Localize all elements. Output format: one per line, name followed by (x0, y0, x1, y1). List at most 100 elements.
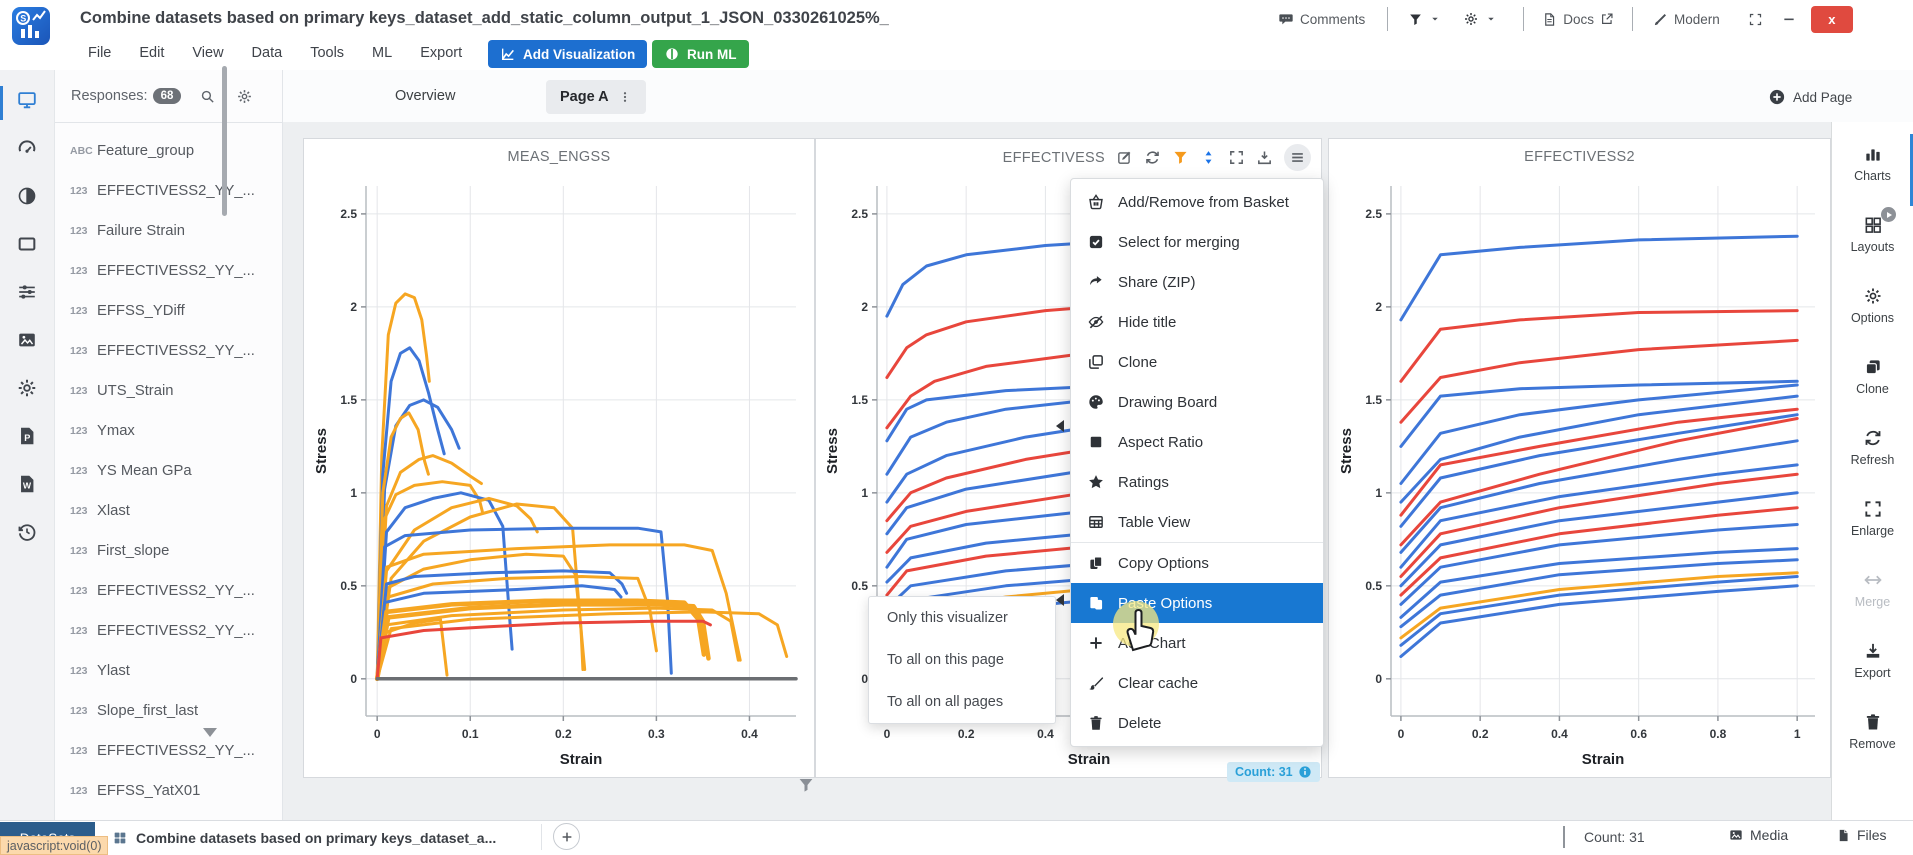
field-item[interactable]: 123 EFFECTIVESS2_YY_... (55, 171, 282, 211)
menu-item[interactable]: File (88, 45, 112, 61)
close-button[interactable]: x (1810, 5, 1853, 33)
menu-item[interactable]: Export (420, 45, 463, 61)
rail-item[interactable] (16, 232, 39, 255)
sidebar-tool[interactable]: Options (1832, 280, 1913, 351)
menu-item[interactable]: ML (372, 45, 393, 61)
field-item[interactable]: 123 EFFECTIVESS2_YY_... (55, 331, 282, 371)
field-item[interactable]: 123 YS Mean GPa (55, 451, 282, 491)
docs-button[interactable]: Docs (1542, 12, 1614, 27)
toolbar-button[interactable] (1228, 149, 1245, 166)
add-dataset-tab-button[interactable] (553, 823, 580, 850)
field-item[interactable]: 123 EFFECTIVESS2_YY_... (55, 611, 282, 651)
fullscreen-icon[interactable] (1748, 12, 1763, 27)
field-item[interactable]: 123 EFFSS_YatX01 (55, 771, 282, 811)
field-item[interactable]: ABC Feature_group (55, 131, 282, 171)
context-menu-item[interactable]: Table View (1071, 502, 1323, 543)
field-item[interactable]: 123 Ylast (55, 651, 282, 691)
sidebar-tool[interactable]: Clone (1832, 351, 1913, 422)
dataset-tab[interactable]: Combine datasets based on primary keys_d… (112, 824, 496, 851)
context-menu-item[interactable]: Copy Options (1071, 543, 1323, 583)
kebab-menu-icon[interactable] (618, 90, 632, 104)
info-icon[interactable] (1298, 765, 1312, 779)
scroll-down-arrow[interactable] (203, 728, 217, 737)
filter-dropdown-button[interactable] (1408, 12, 1441, 27)
rail-item[interactable] (16, 88, 39, 111)
toolbar-button[interactable] (1116, 149, 1133, 166)
canvas-filter-icon[interactable] (797, 776, 815, 794)
visualizer-panel-meas-engss[interactable]: MEAS_ENGSS 0 0.1 0.2 0.3 0.4 0 0.5 1 1.5 2 2.5 Stra… (303, 138, 815, 778)
context-menu-item[interactable]: Clone (1071, 342, 1323, 382)
rail-item[interactable] (16, 328, 39, 351)
field-item[interactable]: 123 EFFSS_YDiff (55, 291, 282, 331)
sidebar-tool[interactable]: Export (1832, 635, 1913, 706)
field-item[interactable]: 123 UTS_Strain (55, 371, 282, 411)
context-menu-item[interactable]: Paste Options (1071, 583, 1323, 623)
field-name-label: EFFECTIVESS2_YY_... (97, 183, 255, 199)
sidebar-tool[interactable]: Remove (1832, 706, 1913, 777)
context-menu-item[interactable]: Select for merging (1071, 222, 1323, 262)
rail-item[interactable] (16, 376, 39, 399)
add-page-button[interactable]: Add Page (1768, 88, 1852, 106)
toolbar-button[interactable] (1284, 144, 1311, 171)
svg-text:Stress: Stress (1338, 428, 1355, 474)
context-menu-item[interactable]: Hide title (1071, 302, 1323, 342)
rail-item[interactable] (16, 184, 39, 207)
menu-item[interactable]: Data (251, 45, 283, 61)
menu-item[interactable]: Edit (139, 45, 165, 61)
media-button[interactable]: Media (1728, 827, 1788, 843)
row-count-badge: Count: 31 (1227, 762, 1320, 782)
context-menu-item[interactable]: Share (ZIP) (1071, 262, 1323, 302)
file-p-icon: P (16, 425, 38, 447)
field-item[interactable]: 123 EFFECTIVESS2_YY_... (55, 731, 282, 771)
context-menu-item[interactable]: Delete (1071, 703, 1323, 743)
submenu-item[interactable]: To all on this page (869, 639, 1055, 681)
sidebar-tool[interactable]: Refresh (1832, 422, 1913, 493)
sidebar-tool[interactable]: Layouts (1832, 207, 1913, 280)
comments-button[interactable]: Comments (1278, 11, 1365, 27)
settings-dropdown-button[interactable] (1463, 11, 1497, 27)
rail-item[interactable] (16, 136, 39, 159)
sidebar-tool[interactable]: Charts (1832, 134, 1913, 209)
sidebar-tool[interactable]: Merge (1832, 564, 1913, 635)
field-item[interactable]: 123 Slope_first_last (55, 691, 282, 731)
search-icon[interactable] (199, 88, 216, 105)
field-item[interactable]: 123 Ymax (55, 411, 282, 451)
files-button[interactable]: Files (1836, 827, 1887, 843)
context-menu-item[interactable]: Aspect Ratio (1071, 422, 1323, 462)
context-menu-item[interactable]: Add Chart (1071, 623, 1323, 663)
toolbar-button[interactable] (1200, 149, 1217, 166)
field-item[interactable]: 123 EFFECTIVESS2_YY_... (55, 251, 282, 291)
visualizer-panel-effectivess2[interactable]: EFFECTIVESS2 0 0.2 0.4 0.6 0.8 1 0 0.5 1 1.5 2 2.5 S… (1328, 138, 1831, 778)
menu-item[interactable]: View (192, 45, 224, 61)
context-menu-item[interactable]: Ratings (1071, 462, 1323, 502)
add-visualization-button[interactable]: Add Visualization (488, 40, 648, 68)
fields-scrollbar-thumb[interactable] (222, 66, 227, 216)
rail-item[interactable]: W (16, 472, 39, 495)
context-menu-item[interactable]: Add/Remove from Basket (1071, 182, 1323, 222)
minimize-icon[interactable] (1781, 11, 1797, 27)
submenu-item[interactable]: Only this visualizer (869, 597, 1055, 639)
rectangle-icon (16, 233, 38, 255)
submenu-item[interactable]: To all on all pages (869, 681, 1055, 723)
field-item[interactable]: 123 Xlast (55, 491, 282, 531)
toolbar-button[interactable] (1256, 149, 1273, 166)
gear-icon[interactable] (236, 88, 253, 105)
toolbar-button[interactable] (1172, 149, 1189, 166)
rail-item[interactable] (16, 520, 39, 543)
field-item[interactable]: 123 Failure Strain (55, 211, 282, 251)
sidebar-tool[interactable]: Enlarge (1832, 493, 1913, 564)
menu-item[interactable]: Tools (310, 45, 345, 61)
caret-down-icon (1429, 13, 1441, 25)
context-menu-item[interactable]: Drawing Board (1071, 382, 1323, 422)
rail-item[interactable]: P (16, 424, 39, 447)
toolbar-button[interactable] (1144, 149, 1161, 166)
rail-item[interactable] (16, 280, 39, 303)
tab-page-a[interactable]: Page A (546, 80, 646, 114)
basket-icon (1087, 193, 1105, 211)
context-menu-item[interactable]: Clear cache (1071, 663, 1323, 703)
field-item[interactable]: 123 First_slope (55, 531, 282, 571)
theme-modern-button[interactable]: Modern (1653, 12, 1720, 27)
run-ml-button[interactable]: Run ML (652, 40, 749, 68)
tab-overview[interactable]: Overview (395, 88, 456, 104)
field-item[interactable]: 123 EFFECTIVESS2_YY_... (55, 571, 282, 611)
